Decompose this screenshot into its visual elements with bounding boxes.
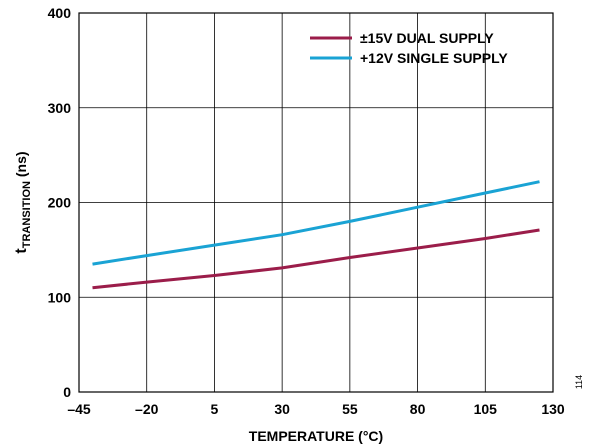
series-line-2 xyxy=(92,180,540,266)
series-line-1 xyxy=(92,228,540,290)
y-tick-label: 0 xyxy=(63,384,71,400)
x-tick-label: 55 xyxy=(342,401,358,417)
x-tick-label: 105 xyxy=(474,401,498,417)
y-tick-labels: 0 100 200 300 400 xyxy=(48,5,72,400)
y-axis-title-subscript: TRANSITION xyxy=(21,181,33,248)
figure-id: 114 xyxy=(574,375,584,389)
x-tick-label: –20 xyxy=(135,401,159,417)
x-tick-label: 5 xyxy=(211,401,219,417)
y-axis-title: tTRANSITION (ns) xyxy=(13,151,33,253)
x-tick-label: –45 xyxy=(67,401,91,417)
legend: ±15V DUAL SUPPLY +12V SINGLE SUPPLY xyxy=(310,30,508,66)
y-tick-label: 200 xyxy=(48,195,72,211)
y-tick-label: 300 xyxy=(48,100,72,116)
x-axis-title: TEMPERATURE (°C) xyxy=(249,428,383,444)
y-tick-label: 400 xyxy=(48,5,72,21)
legend-label-2: +12V SINGLE SUPPLY xyxy=(360,50,508,66)
x-tick-label: 30 xyxy=(274,401,290,417)
y-axis-title-unit: (ns) xyxy=(13,151,29,181)
x-tick-labels: –45 –20 5 30 55 80 105 130 xyxy=(67,401,565,417)
series-layer xyxy=(92,180,540,290)
y-tick-label: 100 xyxy=(48,289,72,305)
x-tick-label: 130 xyxy=(541,401,565,417)
plot-frame xyxy=(78,12,554,393)
x-tick-label: 80 xyxy=(410,401,426,417)
legend-label-1: ±15V DUAL SUPPLY xyxy=(360,30,494,46)
svg-text:tTRANSITION (ns): tTRANSITION (ns) xyxy=(13,151,33,253)
grid xyxy=(79,13,553,392)
y-axis-title-main: t xyxy=(13,248,30,254)
